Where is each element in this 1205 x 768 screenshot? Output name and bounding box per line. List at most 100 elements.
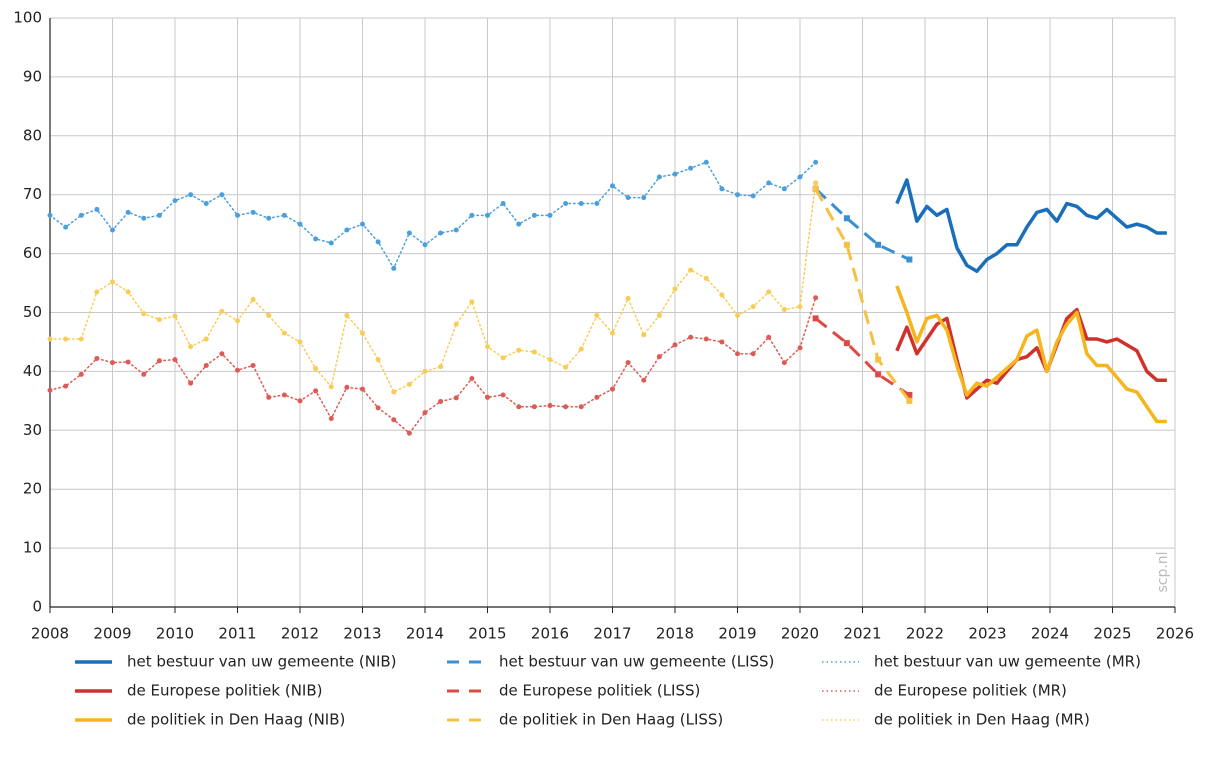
point — [375, 405, 381, 411]
point — [906, 391, 913, 398]
point — [250, 297, 256, 303]
point — [391, 265, 397, 271]
point — [422, 242, 428, 248]
x-tick-label: 2018 — [656, 625, 694, 643]
point — [141, 311, 147, 317]
point — [94, 206, 100, 212]
point — [843, 241, 850, 248]
point — [688, 267, 694, 273]
point — [266, 312, 272, 318]
point — [500, 355, 506, 361]
series-line — [814, 188, 911, 402]
legend-label: de Europese politiek (NIB) — [127, 682, 322, 700]
y-tick-label: 50 — [23, 303, 42, 321]
series-line — [895, 178, 1167, 274]
point — [875, 241, 882, 248]
point — [203, 363, 209, 369]
point — [391, 417, 397, 423]
point — [344, 227, 350, 233]
point — [485, 212, 490, 218]
point — [47, 336, 53, 342]
point — [672, 286, 678, 292]
point — [94, 289, 100, 295]
point — [141, 215, 147, 221]
point — [125, 359, 131, 365]
x-tick-label: 2009 — [93, 625, 131, 643]
point — [781, 360, 787, 366]
series-line — [895, 307, 1167, 400]
point — [156, 358, 162, 364]
x-tick-label: 2024 — [1031, 625, 1069, 643]
x-tick-label: 2020 — [781, 625, 819, 643]
point — [453, 321, 459, 327]
point — [750, 193, 756, 199]
point — [219, 308, 225, 314]
point — [110, 227, 115, 233]
point — [406, 381, 412, 387]
point — [485, 394, 490, 400]
x-tick-label: 2023 — [968, 625, 1006, 643]
point — [610, 386, 615, 392]
point — [735, 192, 740, 198]
point — [63, 336, 69, 342]
point — [344, 384, 350, 390]
point — [360, 330, 365, 336]
y-tick-label: 0 — [32, 598, 42, 616]
point — [797, 174, 803, 180]
point — [531, 212, 537, 218]
point — [766, 180, 772, 186]
y-tick-label: 40 — [23, 362, 42, 380]
point — [610, 330, 615, 336]
point — [110, 360, 115, 366]
point — [47, 387, 53, 393]
legend-label: de politiek in Den Haag (NIB) — [127, 711, 345, 729]
point — [813, 159, 819, 165]
point — [469, 299, 475, 305]
point — [547, 403, 553, 409]
point — [438, 230, 444, 236]
y-tick-label: 20 — [23, 480, 42, 498]
point — [843, 340, 850, 347]
legend-label: het bestuur van uw gemeente (LISS) — [499, 653, 774, 671]
point — [656, 312, 662, 318]
point — [641, 195, 647, 201]
point — [766, 334, 772, 340]
point — [750, 304, 756, 310]
point — [547, 357, 553, 363]
point — [78, 371, 84, 377]
legend-label: de Europese politiek (MR) — [874, 682, 1067, 700]
y-tick-label: 90 — [23, 67, 42, 85]
point — [188, 344, 194, 350]
point — [172, 357, 178, 363]
point — [531, 349, 537, 355]
point — [328, 240, 334, 246]
point — [688, 334, 694, 340]
x-tick-label: 2025 — [1093, 625, 1131, 643]
point — [766, 289, 772, 295]
point — [703, 336, 709, 342]
point — [391, 389, 397, 395]
y-tick-label: 100 — [13, 9, 42, 27]
x-tick-label: 2014 — [406, 625, 444, 643]
point — [344, 312, 350, 318]
point — [63, 224, 69, 230]
point — [203, 336, 209, 342]
point — [500, 201, 506, 207]
y-tick-label: 10 — [23, 539, 42, 557]
point — [843, 215, 850, 222]
point — [297, 221, 303, 227]
point — [235, 212, 240, 218]
point — [469, 212, 475, 218]
point — [516, 221, 522, 227]
y-tick-label: 30 — [23, 421, 42, 439]
point — [78, 212, 84, 218]
point — [438, 364, 444, 370]
point — [656, 174, 662, 180]
x-tick-label: 2015 — [468, 625, 506, 643]
series-line — [814, 187, 911, 261]
x-tick-label: 2019 — [718, 625, 756, 643]
point — [172, 198, 178, 204]
point — [531, 404, 537, 410]
point — [328, 384, 334, 390]
